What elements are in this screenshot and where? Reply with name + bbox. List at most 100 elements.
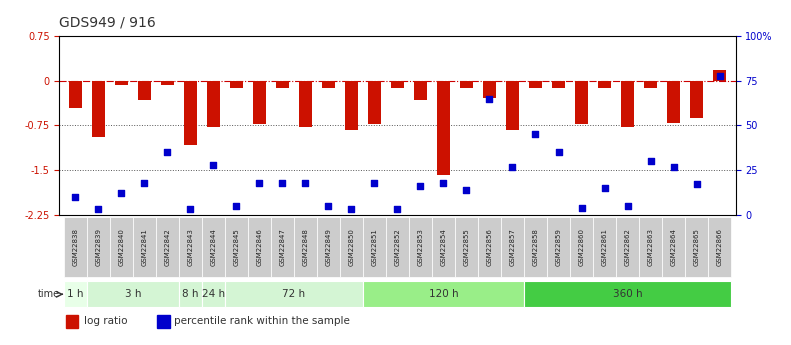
Point: [299, 180, 312, 185]
Bar: [138, 81, 151, 100]
Bar: [478, 217, 501, 277]
Point: [184, 207, 197, 212]
Point: [92, 207, 104, 212]
Bar: [437, 81, 450, 175]
Text: GDS949 / 916: GDS949 / 916: [59, 15, 156, 29]
Text: GSM22853: GSM22853: [418, 228, 423, 266]
Text: GSM22848: GSM22848: [302, 228, 308, 266]
Bar: [252, 81, 267, 124]
Bar: [551, 81, 566, 88]
Text: GSM22838: GSM22838: [73, 228, 78, 266]
Bar: [156, 217, 179, 277]
Point: [621, 203, 634, 209]
Bar: [133, 217, 156, 277]
Text: GSM22852: GSM22852: [395, 228, 400, 266]
Point: [691, 182, 703, 187]
Point: [713, 73, 726, 78]
Bar: [202, 217, 225, 277]
Point: [506, 164, 519, 169]
Bar: [225, 281, 363, 307]
Bar: [340, 217, 363, 277]
Text: 3 h: 3 h: [125, 289, 141, 299]
Bar: [414, 81, 427, 100]
Text: GSM22850: GSM22850: [349, 228, 354, 266]
Text: GSM22856: GSM22856: [486, 228, 493, 266]
Bar: [593, 217, 616, 277]
Bar: [547, 217, 570, 277]
Bar: [294, 217, 317, 277]
Bar: [229, 81, 244, 88]
Point: [552, 149, 565, 155]
Point: [253, 180, 266, 185]
Bar: [524, 217, 547, 277]
Bar: [298, 81, 312, 127]
Text: GSM22843: GSM22843: [187, 228, 194, 266]
Text: GSM22857: GSM22857: [509, 228, 516, 266]
Bar: [386, 217, 409, 277]
Text: GSM22863: GSM22863: [648, 228, 653, 266]
Point: [529, 132, 542, 137]
Text: GSM22855: GSM22855: [464, 228, 470, 266]
Point: [483, 96, 496, 101]
Bar: [345, 81, 358, 130]
Bar: [64, 281, 87, 307]
Text: log ratio: log ratio: [84, 316, 127, 326]
Bar: [639, 217, 662, 277]
Point: [276, 180, 289, 185]
Text: 1 h: 1 h: [67, 289, 84, 299]
Point: [230, 203, 243, 209]
Bar: [621, 81, 634, 127]
Bar: [598, 81, 611, 88]
Bar: [363, 281, 524, 307]
Text: 72 h: 72 h: [282, 289, 305, 299]
Point: [392, 207, 404, 212]
Bar: [317, 217, 340, 277]
Text: GSM22862: GSM22862: [625, 228, 630, 266]
Bar: [616, 217, 639, 277]
Text: 360 h: 360 h: [613, 289, 642, 299]
Bar: [184, 81, 197, 145]
Text: GSM22866: GSM22866: [717, 228, 722, 266]
Bar: [528, 81, 543, 88]
Bar: [460, 81, 473, 88]
Bar: [66, 315, 78, 328]
Text: 8 h: 8 h: [182, 289, 199, 299]
Bar: [271, 217, 294, 277]
Bar: [69, 81, 82, 108]
Text: GSM22864: GSM22864: [671, 228, 676, 266]
Text: GSM22839: GSM22839: [96, 228, 101, 266]
Bar: [409, 217, 432, 277]
Text: GSM22845: GSM22845: [233, 228, 240, 266]
Bar: [161, 81, 174, 85]
Text: GSM22861: GSM22861: [601, 228, 607, 266]
Bar: [574, 81, 589, 124]
Point: [644, 158, 657, 164]
Point: [368, 180, 380, 185]
Text: GSM22854: GSM22854: [441, 228, 446, 266]
Point: [345, 207, 358, 212]
Bar: [713, 70, 726, 81]
Bar: [206, 81, 221, 127]
Text: GSM22841: GSM22841: [142, 228, 147, 266]
Text: GSM22842: GSM22842: [165, 228, 170, 266]
Text: 24 h: 24 h: [202, 289, 225, 299]
Point: [69, 194, 81, 200]
Bar: [690, 81, 703, 118]
Bar: [157, 315, 169, 328]
Bar: [368, 81, 381, 124]
Bar: [64, 217, 87, 277]
Bar: [110, 217, 133, 277]
Text: GSM22849: GSM22849: [325, 228, 331, 266]
Point: [667, 164, 679, 169]
Bar: [570, 217, 593, 277]
Text: time: time: [38, 289, 60, 299]
Bar: [115, 81, 128, 85]
Bar: [644, 81, 657, 88]
Bar: [363, 217, 386, 277]
Bar: [685, 217, 708, 277]
Point: [161, 149, 174, 155]
Bar: [483, 81, 497, 98]
Point: [322, 203, 335, 209]
Text: percentile rank within the sample: percentile rank within the sample: [174, 316, 350, 326]
Text: GSM22858: GSM22858: [532, 228, 539, 266]
